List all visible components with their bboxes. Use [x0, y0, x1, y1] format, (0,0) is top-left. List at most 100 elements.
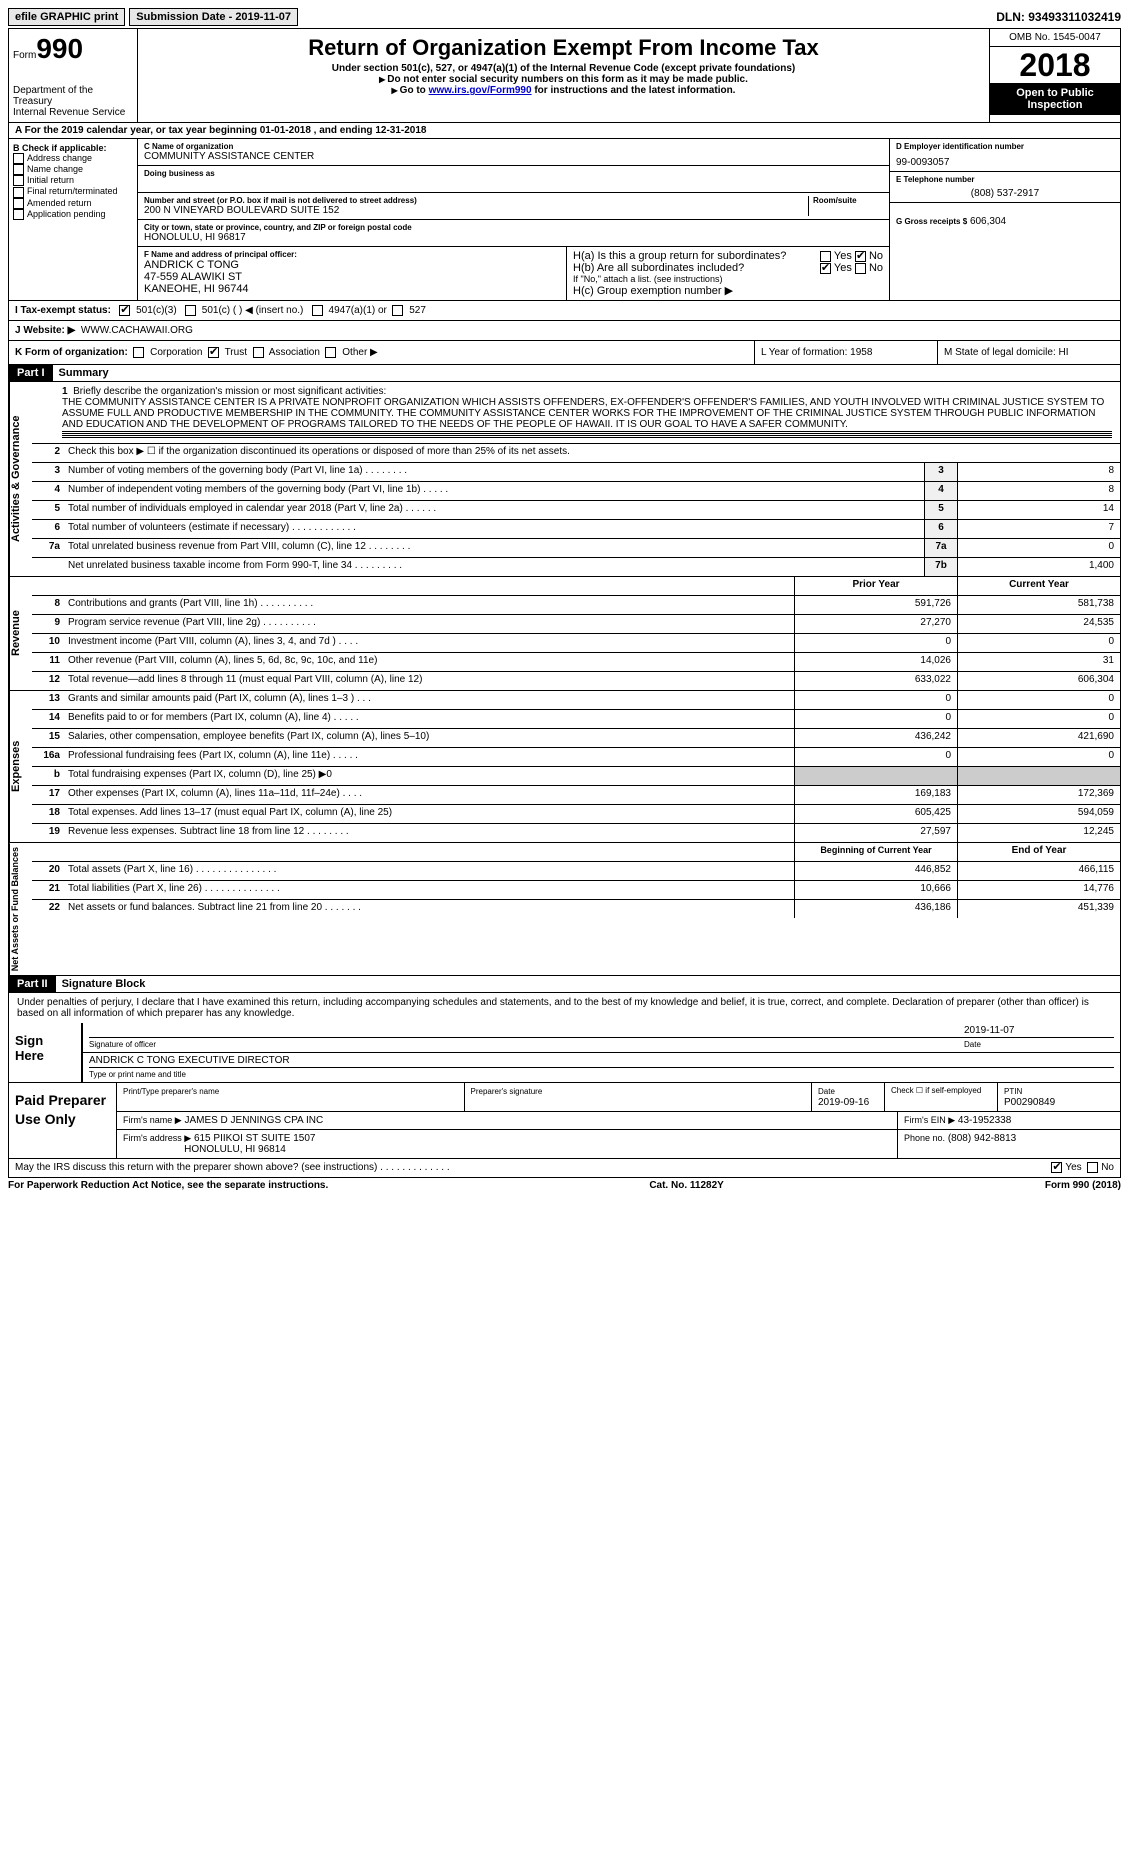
tax-year: 2018	[990, 47, 1120, 83]
hb-note: If "No," attach a list. (see instruction…	[573, 274, 883, 284]
paid-label: Paid Preparer Use Only	[9, 1083, 116, 1158]
summary-line: bTotal fundraising expenses (Part IX, co…	[32, 767, 1120, 786]
gross: 606,304	[970, 216, 1006, 227]
phone: (808) 537-2917	[896, 188, 1114, 199]
dln: DLN: 93493311032419	[996, 10, 1121, 24]
summary-line: 10Investment income (Part VIII, column (…	[32, 634, 1120, 653]
b-label: B Check if applicable:	[13, 143, 133, 153]
summary-line: 4Number of independent voting members of…	[32, 482, 1120, 501]
summary-line: 15Salaries, other compensation, employee…	[32, 729, 1120, 748]
gross-label: G Gross receipts $	[896, 217, 967, 226]
summary-line: 3Number of voting members of the governi…	[32, 463, 1120, 482]
side-rev: Revenue	[9, 577, 32, 690]
website: WWW.CACHAWAII.ORG	[81, 325, 193, 336]
part1-header: Part I	[9, 365, 53, 381]
summary-line: 19Revenue less expenses. Subtract line 1…	[32, 824, 1120, 842]
summary-line: 21Total liabilities (Part X, line 26) . …	[32, 881, 1120, 900]
mission-text: THE COMMUNITY ASSISTANCE CENTER IS A PRI…	[62, 397, 1104, 430]
l-year: L Year of formation: 1958	[755, 341, 938, 364]
cb-amended[interactable]	[13, 198, 24, 209]
summary-line: 17Other expenses (Part IX, column (A), l…	[32, 786, 1120, 805]
cb-501c3[interactable]	[119, 305, 130, 316]
cb-final[interactable]	[13, 187, 24, 198]
org-name: COMMUNITY ASSISTANCE CENTER	[144, 151, 883, 162]
ein: 99-0093057	[896, 157, 1114, 168]
end-head: End of Year	[957, 843, 1120, 861]
cb-name[interactable]	[13, 164, 24, 175]
summary-line: 13Grants and similar amounts paid (Part …	[32, 691, 1120, 710]
omb: OMB No. 1545-0047	[990, 29, 1120, 47]
section-bcd: B Check if applicable: Address change Na…	[8, 139, 1121, 301]
cb-address[interactable]	[13, 153, 24, 164]
header: Form990 Department of the Treasury Inter…	[8, 28, 1121, 123]
line2: Check this box ▶ ☐ if the organization d…	[64, 444, 1120, 462]
top-bar: efile GRAPHIC print Submission Date - 20…	[8, 8, 1121, 26]
discuss-yes[interactable]	[1051, 1162, 1062, 1173]
form-number: 990	[36, 33, 83, 64]
summary-line: 12Total revenue—add lines 8 through 11 (…	[32, 672, 1120, 690]
summary-line: 8Contributions and grants (Part VIII, li…	[32, 596, 1120, 615]
room-label: Room/suite	[813, 196, 883, 205]
hc: H(c) Group exemption number ▶	[573, 284, 883, 297]
perjury: Under penalties of perjury, I declare th…	[9, 993, 1120, 1023]
summary-line: 6Total number of volunteers (estimate if…	[32, 520, 1120, 539]
begin-head: Beginning of Current Year	[794, 843, 957, 861]
summary-line: Net unrelated business taxable income fr…	[32, 558, 1120, 576]
addr-label: Number and street (or P.O. box if mail i…	[144, 196, 808, 205]
form-footer: Form 990 (2018)	[1045, 1180, 1121, 1191]
officer-addr2: KANEOHE, HI 96744	[144, 283, 560, 295]
summary-line: 14Benefits paid to or for members (Part …	[32, 710, 1120, 729]
summary-line: 11Other revenue (Part VIII, column (A), …	[32, 653, 1120, 672]
mission-label: Briefly describe the organization's miss…	[73, 386, 386, 397]
submission-button[interactable]: Submission Date - 2019-11-07	[129, 8, 298, 26]
warn1: Do not enter social security numbers on …	[146, 74, 981, 85]
city: HONOLULU, HI 96817	[144, 232, 883, 243]
part2-title: Signature Block	[56, 978, 146, 990]
sign-here: Sign Here	[9, 1023, 81, 1082]
c-name-label: C Name of organization	[144, 142, 883, 151]
dba-label: Doing business as	[144, 169, 883, 178]
m-state: M State of legal domicile: HI	[938, 341, 1120, 364]
row-a: A For the 2019 calendar year, or tax yea…	[8, 123, 1121, 139]
k-label: K Form of organization:	[15, 347, 128, 358]
summary-line: 5Total number of individuals employed in…	[32, 501, 1120, 520]
side-ag: Activities & Governance	[9, 382, 32, 576]
summary-line: 7aTotal unrelated business revenue from …	[32, 539, 1120, 558]
cb-pending[interactable]	[13, 209, 24, 220]
title: Return of Organization Exempt From Incom…	[146, 35, 981, 61]
summary-line: 9Program service revenue (Part VIII, lin…	[32, 615, 1120, 634]
warn2-pre: Go to	[392, 85, 429, 96]
ein-label: D Employer identification number	[896, 142, 1114, 151]
cat-no: Cat. No. 11282Y	[649, 1180, 723, 1191]
i-label: I Tax-exempt status:	[15, 305, 111, 316]
paperwork: For Paperwork Reduction Act Notice, see …	[8, 1180, 328, 1191]
officer-sig-name: ANDRICK C TONG EXECUTIVE DIRECTOR	[89, 1055, 290, 1066]
discuss-no[interactable]	[1087, 1162, 1098, 1173]
city-label: City or town, state or province, country…	[144, 223, 883, 232]
form-label: Form	[13, 50, 36, 61]
officer-name: ANDRICK C TONG	[144, 259, 560, 271]
discuss: May the IRS discuss this return with the…	[15, 1162, 450, 1173]
addr: 200 N VINEYARD BOULEVARD SUITE 152	[144, 205, 808, 216]
warn2-post: for instructions and the latest informat…	[532, 85, 736, 96]
part1-title: Summary	[53, 367, 109, 379]
cb-501c[interactable]	[185, 305, 196, 316]
subtitle: Under section 501(c), 527, or 4947(a)(1)…	[146, 63, 981, 74]
current-year-head: Current Year	[957, 577, 1120, 595]
ha: H(a) Is this a group return for subordin…	[573, 250, 786, 262]
summary-line: 22Net assets or fund balances. Subtract …	[32, 900, 1120, 918]
dept: Department of the Treasury Internal Reve…	[13, 85, 133, 118]
summary-line: 18Total expenses. Add lines 13–17 (must …	[32, 805, 1120, 824]
irs-link[interactable]: www.irs.gov/Form990	[429, 85, 532, 96]
side-exp: Expenses	[9, 691, 32, 842]
phone-label: E Telephone number	[896, 175, 1114, 184]
efile-button[interactable]: efile GRAPHIC print	[8, 8, 125, 26]
summary-line: 16aProfessional fundraising fees (Part I…	[32, 748, 1120, 767]
side-net: Net Assets or Fund Balances	[9, 843, 32, 975]
cb-4947[interactable]	[312, 305, 323, 316]
cb-initial[interactable]	[13, 175, 24, 186]
officer-addr1: 47-559 ALAWIKI ST	[144, 271, 560, 283]
part2-header: Part II	[9, 976, 56, 992]
cb-527[interactable]	[392, 305, 403, 316]
hb: H(b) Are all subordinates included?	[573, 262, 744, 274]
